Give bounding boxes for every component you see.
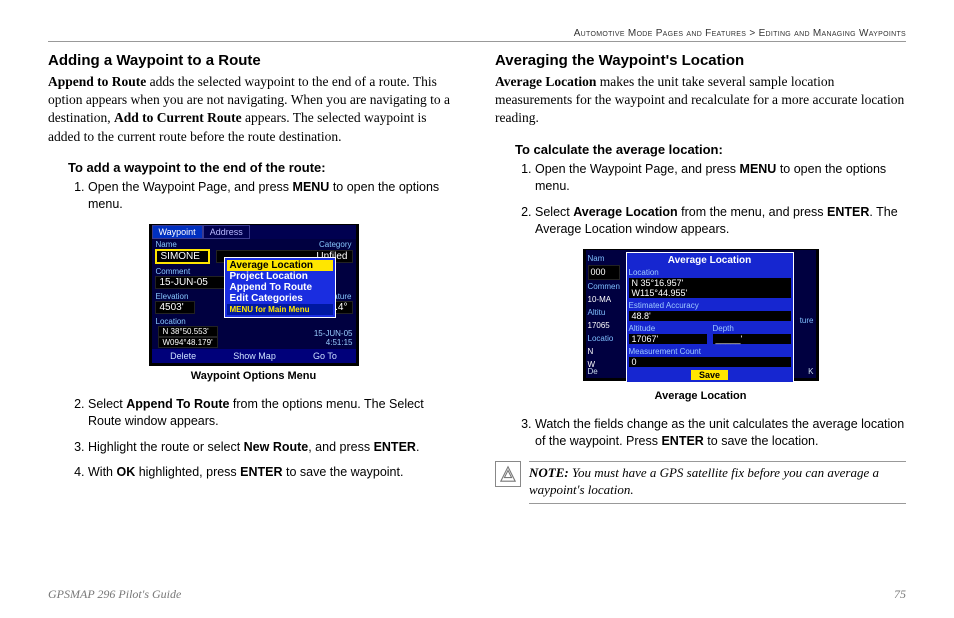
avg-acc-val: 48.8': [629, 311, 791, 321]
left-step-1: Open the Waypoint Page, and press MENU t…: [88, 179, 459, 214]
left-subhead: To add a waypoint to the end of the rout…: [68, 160, 459, 175]
breadcrumb: Automotive Mode Pages and Features > Edi…: [48, 28, 906, 42]
side-17065: 17065: [588, 319, 620, 332]
footer: GPSMAP 296 Pilot's Guide 75: [48, 587, 906, 602]
note-icon: [495, 461, 521, 487]
left-step-4: With OK highlighted, press ENTER to save…: [88, 464, 459, 482]
right-intro: Average Location makes the unit take sev…: [495, 73, 906, 128]
side-nam: Nam: [588, 252, 620, 265]
tab-waypoint: Waypoint: [152, 225, 203, 239]
date1: 15-JUN-05: [314, 329, 353, 338]
avg-count-label: Measurement Count: [629, 347, 791, 356]
right-step-2: Select Average Location from the menu, a…: [535, 204, 906, 239]
avg-window: Average Location Location N 35°16.957' W…: [626, 252, 794, 383]
options-menu: Average Location Project Location Append…: [224, 257, 336, 318]
date2: 4:51:15: [314, 338, 353, 347]
comment-val: 15-JUN-05: [155, 276, 227, 289]
right-steps-1: Open the Waypoint Page, and press MENU t…: [515, 161, 906, 239]
left-figure: Waypoint Address NameCategory SIMONE Unf…: [48, 224, 459, 382]
cat-label: Category: [254, 239, 356, 249]
menu-append: Append To Route: [227, 282, 333, 293]
right-step-3: Watch the fields change as the unit calc…: [535, 416, 906, 451]
menu-editcat: Edit Categories: [227, 293, 333, 304]
side-k: K: [808, 367, 813, 376]
side-altitu: Altitu: [588, 306, 620, 319]
side-ture: ture: [800, 316, 814, 325]
right-step-1: Open the Waypoint Page, and press MENU t…: [535, 161, 906, 196]
menu-avg: Average Location: [227, 260, 333, 271]
name-label: Name: [152, 239, 254, 249]
left-caption: Waypoint Options Menu: [48, 370, 459, 382]
avg-count-val: 0: [629, 357, 791, 367]
footer-page: 75: [894, 587, 906, 602]
left-steps-1: Open the Waypoint Page, and press MENU t…: [68, 179, 459, 214]
breadcrumb-leaf: Editing and Managing Waypoints: [759, 28, 906, 39]
left-title: Adding a Waypoint to a Route: [48, 52, 459, 69]
right-steps-2: Watch the fields change as the unit calc…: [515, 416, 906, 451]
name-val: SIMONE: [155, 249, 210, 264]
side-000: 000: [588, 265, 620, 280]
loc-val2: W094°48.179': [158, 337, 218, 348]
right-title: Averaging the Waypoint's Location: [495, 52, 906, 69]
elev-val: 4503': [155, 301, 195, 314]
left-step-3: Highlight the route or select New Route,…: [88, 439, 459, 457]
menu-sub: MENU for Main Menu: [227, 304, 333, 315]
btn-goto: Go To: [313, 351, 337, 361]
menu-proj: Project Location: [227, 271, 333, 282]
avg-save: Save: [691, 370, 728, 380]
left-steps-2: Select Append To Route from the options …: [68, 396, 459, 482]
waypoint-device: Waypoint Address NameCategory SIMONE Unf…: [149, 224, 359, 366]
tab-address: Address: [203, 225, 250, 239]
avg-depth-label: Depth: [713, 324, 791, 333]
note-row: NOTE: You must have a GPS satellite fix …: [495, 461, 906, 504]
breadcrumb-path: Automotive Mode Pages and Features: [574, 28, 747, 39]
side-locatio: Locatio: [588, 332, 620, 345]
btn-delete: Delete: [170, 351, 196, 361]
loc-val1: N 38°50.553': [158, 326, 218, 337]
avg-title: Average Location: [629, 255, 791, 266]
right-figure: Nam 000 Commen 10-MA Altitu 17065 Locati…: [495, 249, 906, 402]
avg-acc-label: Estimated Accuracy: [629, 301, 791, 310]
avg-device: Nam 000 Commen 10-MA Altitu 17065 Locati…: [583, 249, 819, 381]
avg-depth-val: _____': [713, 334, 791, 344]
right-caption: Average Location: [495, 390, 906, 402]
avg-loc1: N 35°16.957': [632, 278, 684, 288]
right-subhead: To calculate the average location:: [515, 142, 906, 157]
right-column: Averaging the Waypoint's Location Averag…: [495, 52, 906, 504]
note-text: NOTE: You must have a GPS satellite fix …: [529, 461, 906, 504]
avg-loc-label: Location: [629, 268, 791, 277]
side-10ma: 10-MA: [588, 293, 620, 306]
side-commen: Commen: [588, 280, 620, 293]
footer-guide: GPSMAP 296 Pilot's Guide: [48, 587, 181, 602]
left-intro: Append to Route adds the selected waypoi…: [48, 73, 459, 146]
breadcrumb-sep: >: [749, 28, 755, 39]
side-n: N: [588, 345, 620, 358]
btn-showmap: Show Map: [233, 351, 276, 361]
left-column: Adding a Waypoint to a Route Append to R…: [48, 52, 459, 504]
avg-alt-label: Altitude: [629, 324, 707, 333]
left-step-2: Select Append To Route from the options …: [88, 396, 459, 431]
avg-alt-val: 17067': [629, 334, 707, 344]
avg-loc2: W115°44.955': [632, 288, 688, 298]
side-de: De: [588, 367, 598, 376]
